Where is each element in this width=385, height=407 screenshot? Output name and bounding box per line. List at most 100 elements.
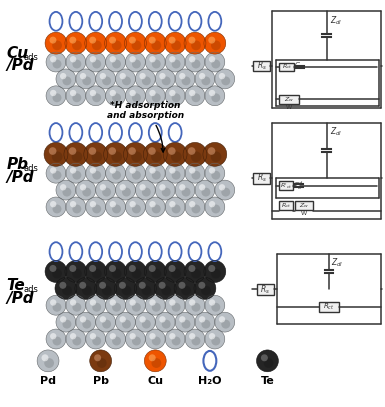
Circle shape xyxy=(194,278,216,299)
Circle shape xyxy=(136,69,155,89)
Circle shape xyxy=(191,204,201,213)
Circle shape xyxy=(191,40,201,50)
Circle shape xyxy=(195,180,215,200)
Circle shape xyxy=(65,32,87,54)
Circle shape xyxy=(169,167,176,174)
Circle shape xyxy=(92,269,102,279)
Circle shape xyxy=(94,354,101,361)
Circle shape xyxy=(111,151,122,162)
Circle shape xyxy=(129,167,136,174)
Circle shape xyxy=(126,295,146,315)
Circle shape xyxy=(149,90,156,96)
Circle shape xyxy=(105,260,127,282)
Circle shape xyxy=(152,303,161,312)
Circle shape xyxy=(60,184,66,190)
Text: /Pd: /Pd xyxy=(7,170,34,185)
Circle shape xyxy=(189,90,195,96)
Circle shape xyxy=(149,354,156,361)
Circle shape xyxy=(211,151,221,162)
Circle shape xyxy=(136,180,155,200)
Circle shape xyxy=(49,265,57,272)
Circle shape xyxy=(70,167,76,174)
Circle shape xyxy=(80,184,86,190)
Circle shape xyxy=(182,188,191,197)
Circle shape xyxy=(46,197,66,217)
Circle shape xyxy=(171,40,181,50)
Circle shape xyxy=(129,37,136,44)
Circle shape xyxy=(90,299,96,306)
Circle shape xyxy=(155,69,175,89)
Circle shape xyxy=(72,59,81,68)
Circle shape xyxy=(169,333,176,339)
Circle shape xyxy=(149,299,156,306)
Circle shape xyxy=(66,86,86,106)
Circle shape xyxy=(189,167,195,174)
Circle shape xyxy=(215,312,235,332)
Circle shape xyxy=(146,197,165,217)
Circle shape xyxy=(52,204,62,213)
Text: H₂O: H₂O xyxy=(198,376,222,386)
Circle shape xyxy=(146,52,165,72)
Circle shape xyxy=(90,167,96,174)
Circle shape xyxy=(191,171,201,179)
Circle shape xyxy=(56,312,76,332)
Circle shape xyxy=(129,299,136,306)
Circle shape xyxy=(70,90,76,96)
Circle shape xyxy=(102,286,112,295)
Circle shape xyxy=(119,282,126,289)
Circle shape xyxy=(161,286,171,295)
Circle shape xyxy=(126,197,146,217)
Circle shape xyxy=(105,86,126,106)
Circle shape xyxy=(208,147,215,155)
Circle shape xyxy=(151,40,161,50)
Circle shape xyxy=(72,337,81,346)
Circle shape xyxy=(132,40,141,50)
Circle shape xyxy=(66,329,86,349)
Circle shape xyxy=(142,319,151,328)
Circle shape xyxy=(211,303,220,312)
Circle shape xyxy=(72,171,81,179)
Circle shape xyxy=(209,56,215,62)
Circle shape xyxy=(90,333,96,339)
Circle shape xyxy=(42,354,49,361)
Circle shape xyxy=(184,260,206,282)
Circle shape xyxy=(191,151,201,162)
Circle shape xyxy=(188,265,196,272)
Circle shape xyxy=(146,163,165,183)
Text: $R'_{ct}$: $R'_{ct}$ xyxy=(280,181,293,190)
Circle shape xyxy=(50,201,56,208)
Text: $Z_w$: $Z_w$ xyxy=(299,201,309,210)
Circle shape xyxy=(92,151,102,162)
Circle shape xyxy=(52,40,62,50)
Circle shape xyxy=(162,319,171,328)
Circle shape xyxy=(191,303,201,312)
Circle shape xyxy=(205,295,225,315)
Circle shape xyxy=(109,37,116,44)
Circle shape xyxy=(112,303,121,312)
Circle shape xyxy=(152,59,161,68)
Circle shape xyxy=(52,59,62,68)
Circle shape xyxy=(198,282,205,289)
Circle shape xyxy=(97,358,107,368)
Circle shape xyxy=(146,86,165,106)
Circle shape xyxy=(110,333,116,339)
Circle shape xyxy=(182,319,191,328)
Circle shape xyxy=(52,337,62,346)
Circle shape xyxy=(189,333,195,339)
Circle shape xyxy=(172,59,181,68)
Text: $C_a$: $C_a$ xyxy=(295,61,304,71)
Circle shape xyxy=(155,180,175,200)
Text: W: W xyxy=(286,105,292,110)
Circle shape xyxy=(119,316,126,322)
Circle shape xyxy=(122,188,131,197)
Circle shape xyxy=(66,295,86,315)
Circle shape xyxy=(56,180,76,200)
Text: $R_{ct}$: $R_{ct}$ xyxy=(281,201,291,210)
Circle shape xyxy=(211,269,221,279)
Bar xyxy=(280,201,293,210)
Circle shape xyxy=(45,32,67,54)
Circle shape xyxy=(52,93,62,102)
Circle shape xyxy=(119,73,126,79)
Circle shape xyxy=(172,93,181,102)
Circle shape xyxy=(211,59,220,68)
